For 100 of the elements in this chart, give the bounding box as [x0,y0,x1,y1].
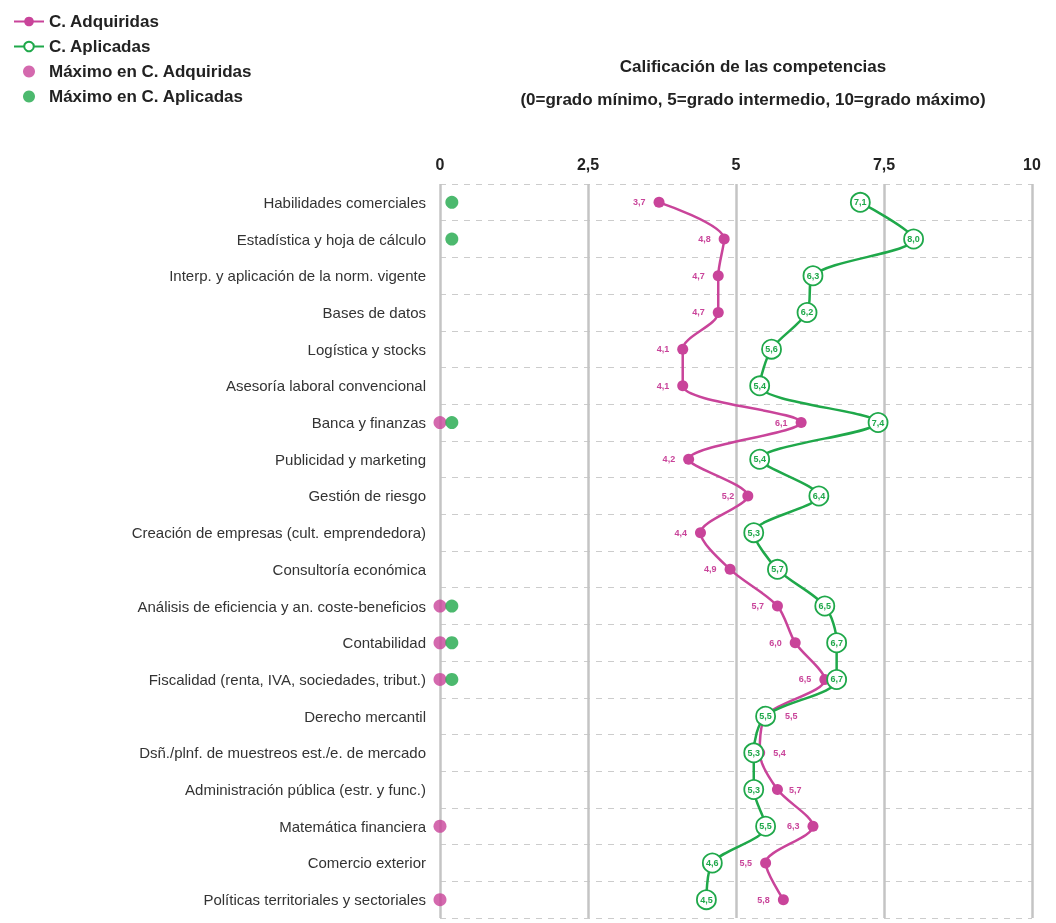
y-tick-label: Estadística y hoja de cálculo [236,230,426,248]
data-label: 4,1 [656,344,670,355]
x-tick-label: 5 [731,155,741,173]
y-tick-label: Bases de datos [322,303,426,321]
x-tick-label: 2,5 [576,155,600,173]
data-label: 4,7 [692,270,705,281]
data-label: 5,2 [721,490,735,501]
data-label: 4,6 [706,857,719,868]
data-label: 5,3 [747,747,761,758]
point [694,527,706,539]
y-tick-label: Interp. y aplicación de la norm. vigente [169,267,426,285]
data-label: 6,5 [798,674,812,685]
data-label: 5,5 [739,857,753,868]
data-label: 6,5 [818,601,832,612]
y-tick-label: Logística y stocks [307,340,426,358]
legend-label: C. Adquiridas [49,12,159,31]
data-label: 6,0 [769,637,782,648]
y-tick-label: Publicidad y marketing [275,450,426,468]
data-label: 4,1 [656,380,670,391]
y-tick-label: Fiscalidad (renta, IVA, sociedades, tribut.) [148,670,426,688]
data-label: 5,8 [757,894,770,905]
y-tick-label: Creación de empresas (cult. emprendedora) [131,524,426,542]
data-label: 5,7 [771,564,784,575]
point [445,599,459,613]
data-label: 4,5 [700,894,713,905]
data-label: 6,3 [806,270,820,281]
data-label: 4,2 [662,454,676,465]
point [795,417,807,429]
y-tick-label: Políticas territoriales y sectoriales [203,891,426,909]
point [433,893,447,907]
y-tick-label: Administración pública (estr. y func.) [185,781,426,799]
y-tick-label: Dsñ./plnf. de muestreos est./e. de mercado [139,744,426,762]
point [445,416,459,430]
data-label: 6,7 [830,674,843,685]
legend-label: C. Aplicadas [49,37,151,56]
data-label: 7,4 [871,417,885,428]
chart-title: Calificación de las competencias [619,57,887,76]
chart-subtitle: (0=grado mínimo, 5=grado intermedio, 10=grado máximo) [520,90,986,109]
data-label: 3,7 [633,197,646,208]
data-label: 5,6 [765,344,778,355]
data-label: 5,5 [759,821,772,832]
data-label: 5,4 [753,380,766,391]
point [771,784,783,796]
y-tick-label: Derecho mercantil [304,707,426,725]
point [712,270,724,282]
data-label: 5,7 [751,601,764,612]
point [433,599,447,613]
point [771,600,783,612]
y-tick-label: Banca y finanzas [311,414,426,432]
data-label: 6,7 [830,637,843,648]
point [742,490,754,502]
data-label: 5,3 [747,527,761,538]
y-tick-label: Contabilidad [342,634,426,652]
y-tick-label: Análisis de eficiencia y an. coste-beneficios [137,597,426,615]
point [718,233,730,245]
y-tick-label: Consultoría económica [272,560,427,578]
y-tick-label: Habilidades comerciales [263,193,426,211]
point [445,195,459,209]
point [677,343,689,355]
y-tick-label: Gestión de riesgo [308,487,426,505]
data-label: 5,4 [773,747,786,758]
data-label: 7,1 [854,197,867,208]
point [433,416,447,430]
point [677,380,689,392]
data-label: 4,7 [692,307,705,318]
point [445,672,459,686]
y-tick-label: Asesoría laboral convencional [225,377,426,395]
point [789,637,801,649]
data-label: 4,4 [674,527,687,538]
data-label: 8,0 [907,234,920,245]
data-label: 4,8 [698,234,711,245]
data-label: 6,2 [800,307,814,318]
point [724,563,736,575]
data-label: 6,1 [775,417,788,428]
point [433,672,447,686]
point [760,857,772,869]
point [445,232,459,246]
x-tick-label: 7,5 [872,155,896,173]
data-label: 5,4 [753,454,766,465]
data-label: 5,5 [759,711,772,722]
data-label: 5,3 [747,784,761,795]
y-tick-label: Comercio exterior [307,854,426,872]
point [433,819,447,833]
data-label: 4,9 [704,564,717,575]
point [653,196,665,208]
data-label: 5,7 [788,784,802,795]
point [712,306,724,318]
point [445,636,459,650]
data-label: 6,4 [812,490,826,501]
point [683,453,695,465]
legend-label: Máximo en C. Aplicadas [49,87,243,106]
data-label: 5,5 [785,711,798,722]
x-tick-label: 0 [435,155,445,173]
point [807,820,819,832]
point [433,636,447,650]
legend-label: Máximo en C. Adquiridas [49,62,252,81]
point [777,894,789,906]
y-tick-label: Matemática financiera [279,817,427,835]
x-tick-label: 10 [1023,155,1041,173]
data-label: 6,3 [786,821,800,832]
